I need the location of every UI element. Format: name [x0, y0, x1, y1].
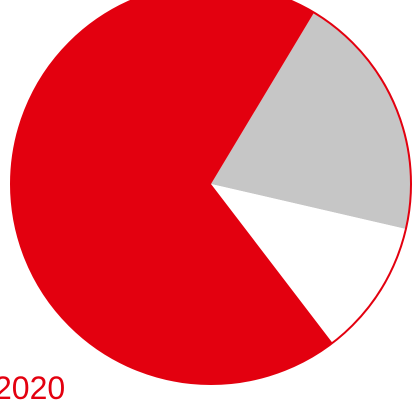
- pie-slice-1: [211, 12, 411, 229]
- pie-outline: [10, 0, 412, 385]
- pie-slice-3: [10, 0, 333, 384]
- pie-slice-2: [211, 184, 406, 343]
- year-label: 2020: [0, 370, 66, 406]
